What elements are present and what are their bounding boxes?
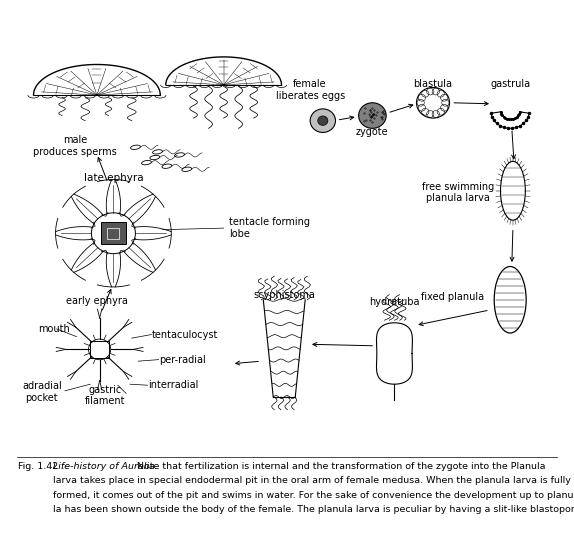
Text: gastrula: gastrula bbox=[490, 79, 530, 90]
Text: formed, it comes out of the pit and swims in water. For the sake of convenience : formed, it comes out of the pit and swim… bbox=[53, 490, 574, 499]
Text: early ephyra: early ephyra bbox=[66, 296, 128, 306]
Circle shape bbox=[318, 116, 328, 125]
Text: tentaculocyst: tentaculocyst bbox=[152, 329, 218, 340]
Text: Fig. 1.42 :: Fig. 1.42 : bbox=[18, 462, 68, 471]
Text: Note that fertilization is internal and the transformation of the zygote into th: Note that fertilization is internal and … bbox=[134, 462, 545, 471]
Text: interradial: interradial bbox=[148, 380, 199, 390]
Text: per-radial: per-radial bbox=[159, 354, 206, 365]
Text: mouth: mouth bbox=[38, 324, 69, 334]
Text: free swimming
planula larva: free swimming planula larva bbox=[422, 182, 494, 203]
Text: tentacle forming
lobe: tentacle forming lobe bbox=[229, 217, 310, 239]
Text: blastula: blastula bbox=[413, 79, 452, 90]
Text: larva takes place in special endodermal pit in the oral arm of female medusa. Wh: larva takes place in special endodermal … bbox=[53, 477, 571, 485]
Text: hydratuba: hydratuba bbox=[369, 297, 420, 308]
Circle shape bbox=[310, 109, 335, 132]
Text: gastric
filament: gastric filament bbox=[85, 385, 125, 406]
Text: Life-history of Aurelia.: Life-history of Aurelia. bbox=[53, 462, 158, 471]
Text: female
liberates eggs: female liberates eggs bbox=[276, 79, 345, 101]
Circle shape bbox=[359, 103, 386, 128]
Text: fixed planula: fixed planula bbox=[421, 292, 484, 302]
Text: late ephyra: late ephyra bbox=[84, 173, 144, 183]
Polygon shape bbox=[101, 222, 126, 245]
Text: zygote: zygote bbox=[356, 127, 389, 137]
Text: male
produces sperms: male produces sperms bbox=[33, 135, 117, 157]
Text: la has been shown outside the body of the female. The planula larva is peculiar : la has been shown outside the body of th… bbox=[53, 505, 574, 514]
Text: adradial
pocket: adradial pocket bbox=[22, 381, 61, 402]
Text: scyphistoma: scyphistoma bbox=[253, 289, 315, 300]
